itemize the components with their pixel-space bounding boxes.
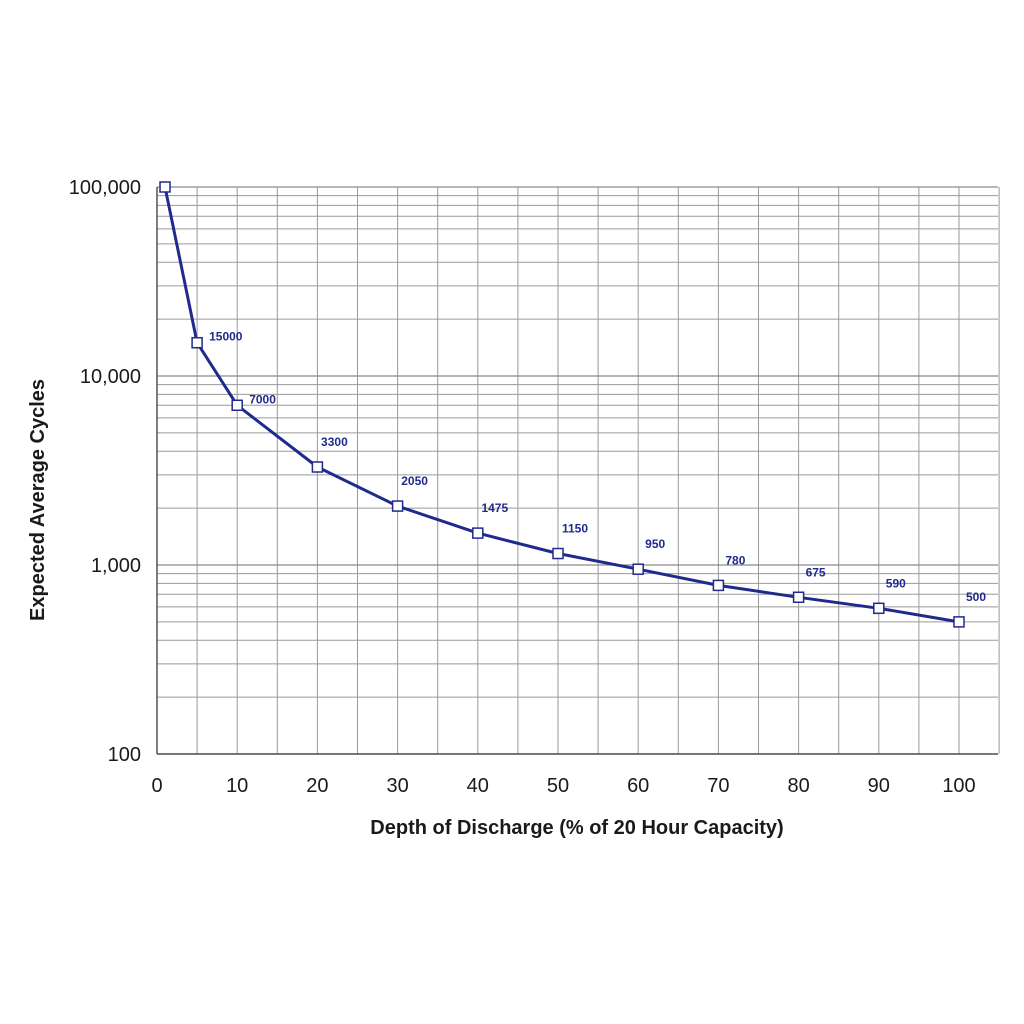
- data-label: 7000: [249, 392, 276, 406]
- data-point-marker: [552, 547, 564, 560]
- data-label: 675: [806, 565, 826, 579]
- data-label: 590: [886, 576, 906, 590]
- data-label: 15000: [209, 330, 243, 344]
- x-tick-label: 20: [306, 775, 328, 797]
- data-point-marker: [472, 527, 484, 539]
- series-layer: [159, 181, 965, 628]
- data-point-marker: [873, 602, 885, 615]
- y-tick-label: 100,000: [69, 177, 141, 199]
- data-label: 2050: [401, 474, 428, 488]
- data-label: 1475: [481, 501, 508, 515]
- data-point-marker: [792, 591, 805, 604]
- x-tick-label: 100: [942, 775, 975, 797]
- y-tick-label: 1,000: [91, 555, 141, 577]
- data-point-marker: [953, 616, 965, 628]
- y-axis-ticks: 100 1,000 10,000 100,000: [69, 177, 141, 766]
- x-tick-label: 0: [151, 775, 162, 797]
- x-axis-title: Depth of Discharge (% of 20 Hour Capacit…: [370, 817, 783, 839]
- data-label: 1150: [562, 522, 588, 536]
- series-line: [163, 186, 960, 624]
- data-labels: 15000 7000 3300 2050 1475 1150 950 780 675 590 500: [209, 330, 986, 604]
- y-tick-label: 10,000: [80, 366, 141, 388]
- data-point-marker: [311, 461, 324, 473]
- x-tick-label: 40: [467, 775, 489, 797]
- data-point-marker: [191, 336, 203, 349]
- x-axis-ticks: 0 10 20 30 40 50 60 70 80 90 100: [151, 775, 975, 797]
- data-point-marker: [159, 181, 171, 193]
- x-tick-label: 90: [868, 775, 890, 797]
- grid: [156, 186, 1000, 755]
- data-label: 780: [725, 553, 745, 567]
- data-point-marker: [391, 500, 404, 512]
- y-axis-title: Expected Average Cycles: [27, 379, 49, 621]
- data-label: 500: [966, 590, 986, 604]
- y-tick-label: 100: [108, 744, 141, 766]
- x-tick-label: 30: [386, 775, 408, 797]
- x-tick-label: 70: [707, 775, 729, 797]
- data-point-marker: [712, 579, 725, 592]
- x-tick-label: 10: [226, 775, 248, 797]
- data-label: 950: [645, 537, 665, 551]
- data-label: 3300: [321, 435, 348, 449]
- x-tick-label: 60: [627, 775, 649, 797]
- x-tick-label: 80: [787, 775, 809, 797]
- data-point-marker: [231, 399, 243, 412]
- data-point-marker: [632, 563, 644, 575]
- x-tick-label: 50: [547, 775, 569, 797]
